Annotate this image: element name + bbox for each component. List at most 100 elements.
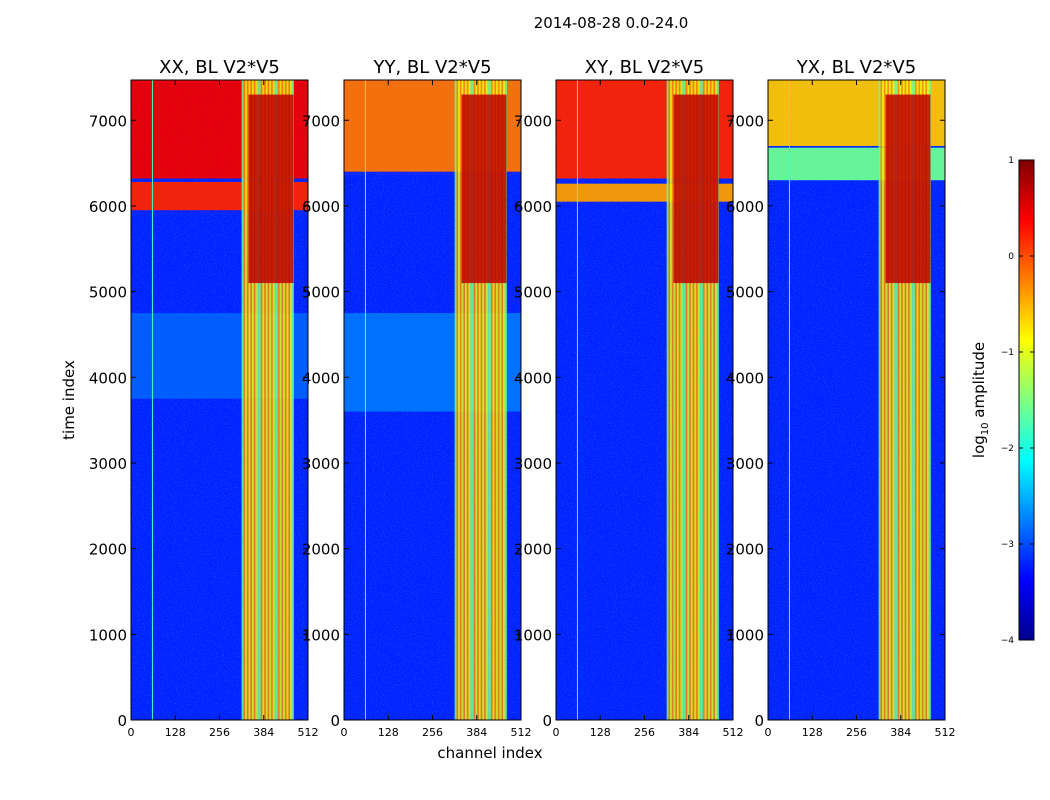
- x-tick-label: 0: [553, 726, 560, 739]
- channel-stripe: [887, 80, 890, 720]
- colorbar: −4 −3 −2 −1 0 1 log10 amplitude: [970, 156, 1035, 646]
- panel-title: YY, BL V2*V5: [372, 57, 491, 78]
- channel-stripe: [250, 80, 253, 720]
- y-tick-label: 1000: [89, 626, 127, 644]
- channel-stripe: [906, 80, 909, 720]
- y-tick-label: 4000: [302, 369, 340, 387]
- colorbar-label: log10 amplitude: [970, 342, 991, 458]
- x-tick-label: 0: [341, 726, 348, 739]
- channel-stripe: [277, 80, 281, 720]
- channel-stripe: [269, 80, 272, 720]
- saturated-region: [461, 94, 507, 284]
- channel-stripe: [687, 80, 690, 720]
- y-tick-label: 4000: [514, 369, 552, 387]
- panels-group: XX, BL V2*V5 0 128 256 384 512 0 1000 2000 3000 40…: [89, 57, 956, 739]
- panel-3: XY, BL V2*V5 0 128 256 384 512 0 1000 2000 3000 40…: [514, 57, 744, 739]
- channel-stripe: [478, 80, 481, 720]
- y-tick-label: 7000: [514, 112, 552, 130]
- channel-stripe: [243, 80, 246, 720]
- channel-stripe: [245, 80, 248, 720]
- channel-stripe: [279, 80, 282, 720]
- channel-stripe: [676, 80, 680, 720]
- y-axis-label: time index: [60, 360, 78, 440]
- channel-stripe: [253, 80, 256, 720]
- y-tick-label: 4000: [726, 369, 764, 387]
- channel-stripe: [694, 80, 697, 720]
- channel-stripe: [480, 80, 483, 720]
- channel-stripe: [496, 80, 499, 720]
- y-tick-label: 7000: [302, 112, 340, 130]
- channel-stripe: [916, 80, 919, 720]
- channel-stripe: [459, 80, 462, 720]
- channel-stripe: [902, 80, 905, 720]
- channel-stripe: [690, 80, 693, 720]
- y-tick-label: 7000: [89, 112, 127, 130]
- channel-stripe: [913, 80, 916, 720]
- channel-stripe: [880, 80, 883, 720]
- y-tick-label: 2000: [302, 541, 340, 559]
- y-tick-label: 6000: [514, 198, 552, 216]
- channel-stripe: [927, 80, 930, 720]
- channel-stripe: [260, 80, 263, 720]
- channel-stripe: [248, 80, 251, 720]
- panel-4: YX, BL V2*V5 0 128 256 384 512 0 1000 2000 3000 40…: [726, 57, 956, 739]
- x-tick-label: 256: [209, 726, 230, 739]
- channel-stripe: [274, 80, 277, 720]
- colorbar-gradient: [1018, 159, 1035, 641]
- colorbar-label-amplitude: amplitude: [970, 342, 988, 423]
- channel-stripe: [925, 80, 928, 720]
- channel-stripe: [272, 80, 275, 720]
- channel-stripe: [251, 80, 255, 720]
- y-tick-label: 2000: [726, 541, 764, 559]
- panel-title: XX, BL V2*V5: [159, 57, 280, 78]
- channel-stripe: [904, 80, 907, 720]
- channel-stripe: [666, 80, 669, 720]
- x-tick-label: 256: [846, 726, 867, 739]
- y-tick-label: 3000: [514, 455, 552, 473]
- x-tick-label: 384: [678, 726, 699, 739]
- channel-stripe: [921, 80, 924, 720]
- channel-stripe: [908, 80, 911, 720]
- channel-stripe: [456, 80, 459, 720]
- panel-title: YX, BL V2*V5: [796, 57, 916, 78]
- channel-stripe: [276, 80, 279, 720]
- y-tick-label: 5000: [89, 284, 127, 302]
- x-tick-label: 384: [890, 726, 911, 739]
- channel-stripe: [262, 80, 265, 720]
- y-tick-label: 3000: [89, 455, 127, 473]
- colorbar-tick-label: 0: [1008, 252, 1014, 262]
- y-tick-label: 5000: [726, 284, 764, 302]
- channel-stripe: [890, 80, 893, 720]
- x-tick-label: 256: [422, 726, 443, 739]
- channel-stripe: [265, 80, 268, 720]
- channel-stripe: [692, 80, 695, 720]
- y-tick-label: 3000: [302, 455, 340, 473]
- channel-stripe: [892, 80, 895, 720]
- channel-stripe: [501, 80, 504, 720]
- channel-stripe: [709, 80, 712, 720]
- y-tick-label: 1000: [302, 626, 340, 644]
- channel-stripe: [928, 80, 931, 720]
- channel-stripe: [283, 80, 286, 720]
- channel-stripe: [458, 80, 461, 720]
- channel-stripe: [716, 80, 719, 720]
- panel-title: XY, BL V2*V5: [585, 57, 704, 78]
- x-tick-label: 0: [765, 726, 772, 739]
- channel-stripe: [675, 80, 678, 720]
- channel-stripe: [668, 80, 671, 720]
- channel-stripe: [713, 80, 716, 720]
- channel-stripe: [497, 80, 500, 720]
- y-tick-label: 0: [754, 712, 764, 730]
- channel-stripe: [290, 80, 293, 720]
- channel-stripe: [894, 80, 897, 720]
- channel-stripe: [899, 80, 902, 720]
- colorbar-ticks: −4 −3 −2 −1 0 1: [1001, 156, 1034, 646]
- channel-stripe: [284, 80, 287, 720]
- panel-1: XX, BL V2*V5 0 128 256 384 512 0 1000 2000 3000 40…: [89, 57, 319, 739]
- y-tick-label: 2000: [514, 541, 552, 559]
- channel-stripe: [699, 80, 702, 720]
- colorbar-tick-label: −1: [1001, 348, 1014, 358]
- channel-stripe: [888, 80, 892, 720]
- y-tick-label: 3000: [726, 455, 764, 473]
